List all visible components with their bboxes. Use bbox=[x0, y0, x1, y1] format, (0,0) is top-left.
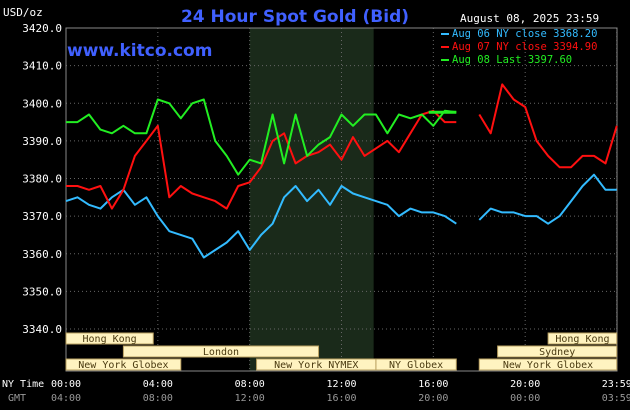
y-tick-label: 3350.0 bbox=[22, 285, 62, 298]
chart-title: 24 Hour Spot Gold (Bid) bbox=[181, 7, 409, 27]
price-series bbox=[65, 83, 618, 259]
series-line-3 bbox=[66, 98, 457, 176]
shaded-region bbox=[249, 28, 374, 371]
unit-label: USD/oz bbox=[3, 6, 43, 19]
y-tick-label: 3400.0 bbox=[22, 97, 62, 110]
x-tick-label-gmt: 12:00 bbox=[235, 393, 265, 404]
y-tick-label: 3380.0 bbox=[22, 173, 62, 186]
x-tick-label-ny: 04:00 bbox=[143, 379, 173, 390]
series-line-1 bbox=[65, 173, 617, 259]
session-label: New York Globex bbox=[78, 360, 168, 371]
legend-entry: Aug 07 NY close 3394.90 bbox=[452, 41, 597, 53]
session-label: Sydney bbox=[539, 347, 575, 358]
x-tick-label-gmt: 16:00 bbox=[326, 393, 356, 404]
us-market-hours-shading bbox=[249, 28, 374, 371]
y-tick-label: 3390.0 bbox=[22, 135, 62, 148]
website-label[interactable]: www.kitco.com bbox=[67, 41, 212, 61]
y-tick-label: 3410.0 bbox=[22, 60, 62, 73]
session-bar bbox=[497, 345, 618, 358]
y-tick-label: 3420.0 bbox=[22, 22, 62, 35]
session-bar bbox=[65, 358, 182, 371]
session-bar bbox=[65, 332, 154, 345]
session-label: Hong Kong bbox=[555, 334, 609, 345]
x-tick-label-gmt: 04:00 bbox=[51, 393, 81, 404]
y-tick-label: 3370.0 bbox=[22, 210, 62, 223]
series-line-2 bbox=[66, 83, 618, 210]
legend-entry: Aug 06 NY close 3368.20 bbox=[452, 28, 597, 40]
date-stamp: August 08, 2025 23:59 bbox=[460, 12, 599, 25]
session-label: London bbox=[203, 347, 239, 358]
plot-frame bbox=[65, 27, 618, 372]
x-tick-label-ny: 08:00 bbox=[235, 379, 265, 390]
x-tick-label-ny: 23:59 bbox=[602, 379, 630, 390]
session-label: New York Globex bbox=[503, 360, 593, 371]
session-bar bbox=[122, 345, 320, 358]
legend-entry: Aug 08 Last 3397.60 bbox=[452, 54, 572, 66]
ny-time-axis-label: NY Time bbox=[2, 379, 44, 390]
session-bar bbox=[547, 332, 618, 345]
session-label: New York NYMEX bbox=[274, 360, 358, 371]
y-tick-label: 3340.0 bbox=[22, 323, 62, 336]
x-tick-label-gmt: 00:00 bbox=[510, 393, 540, 404]
x-tick-label-ny: 12:00 bbox=[326, 379, 356, 390]
x-tick-label-ny: 00:00 bbox=[51, 379, 81, 390]
x-axis-tick-labels: 00:00 04:00 08:00 12:00 16:00 20:00 23:59 04:00… bbox=[51, 379, 630, 404]
x-tick-label-gmt: 03:59 bbox=[602, 393, 630, 404]
y-tick-label: 3360.0 bbox=[22, 248, 62, 261]
x-tick-label-gmt: 08:00 bbox=[143, 393, 173, 404]
y-axis-tick-labels: 3340.0 3350.0 3360.0 3370.0 3380.0 3390.0 3400… bbox=[22, 22, 62, 336]
session-label: NY Globex bbox=[389, 360, 443, 371]
session-bar bbox=[375, 358, 457, 371]
trading-session-bars: Hong Kong London New York Globex New York N… bbox=[65, 332, 618, 371]
x-tick-label-gmt: 20:00 bbox=[418, 393, 448, 404]
session-bar bbox=[478, 358, 618, 371]
gmt-axis-label: GMT bbox=[8, 393, 26, 404]
grid-lines bbox=[65, 27, 618, 372]
x-tick-label-ny: 16:00 bbox=[418, 379, 448, 390]
session-label: Hong Kong bbox=[83, 334, 137, 345]
x-tick-label-ny: 20:00 bbox=[510, 379, 540, 390]
